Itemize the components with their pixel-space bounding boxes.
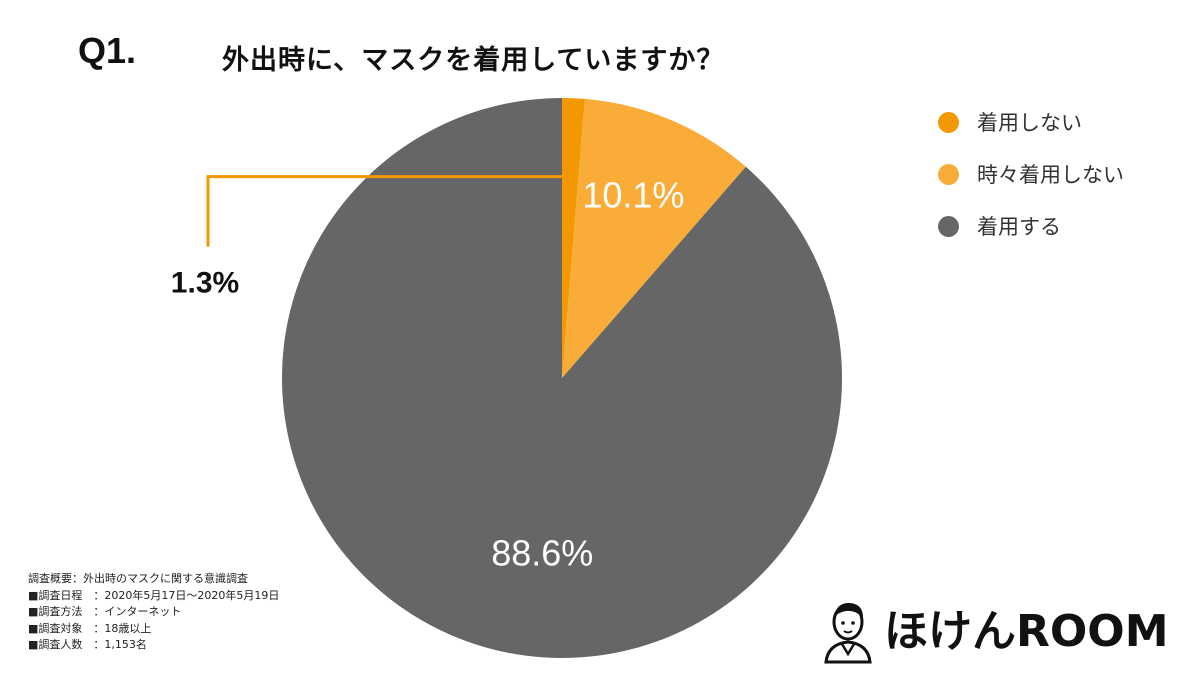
survey-dates: ■調査日程 ：2020年5月17日～2020年5月19日	[28, 588, 280, 602]
legend-item-no-mask: 着用しない	[938, 96, 1124, 148]
legend-swatch	[938, 163, 959, 185]
survey-title: 調査概要：外出時のマスクに関する意識調査	[28, 572, 248, 585]
logo-text: ほけんROOM	[884, 606, 1168, 657]
survey-target: ■調査対象 ：18歳以上	[28, 621, 152, 635]
legend-label: 時々着用しない	[977, 163, 1124, 187]
question-number: Q1.	[78, 30, 137, 71]
leader-line	[206, 175, 571, 247]
legend-item-sometimes-no-mask: 時々着用しない	[938, 148, 1124, 200]
legend-label: 着用しない	[977, 111, 1082, 135]
legend-item-wear-mask: 着用する	[938, 200, 1124, 252]
survey-overview: 調査概要：外出時のマスクに関する意識調査 ■調査日程 ：2020年5月17日～2…	[28, 571, 279, 654]
person-icon	[824, 602, 872, 664]
legend-swatch	[938, 111, 959, 133]
logo-wordmark: ほけんROOM	[884, 606, 1168, 657]
pie-slice-sometimes-no-mask	[562, 98, 746, 379]
data-label-no-mask: 1.3%	[171, 267, 239, 300]
hokenroom-logo: ほけんROOM	[818, 594, 1200, 664]
legend-label: 着用する	[977, 215, 1061, 239]
legend-swatch	[938, 215, 959, 237]
survey-count: ■調査人数 ：1,153名	[28, 638, 147, 651]
pie-slice-wear-mask	[281, 98, 842, 658]
data-label-wear-mask: 88.6%	[491, 533, 593, 574]
data-label-sometimes-no-mask: 10.1%	[582, 175, 684, 216]
legend: 着用しない 時々着用しない 着用する	[938, 96, 1124, 252]
question-title: 外出時に、マスクを着用していますか？	[222, 45, 725, 76]
survey-method: ■調査方法 ：インターネット	[28, 605, 182, 618]
pie-slice-no-mask	[562, 98, 585, 378]
